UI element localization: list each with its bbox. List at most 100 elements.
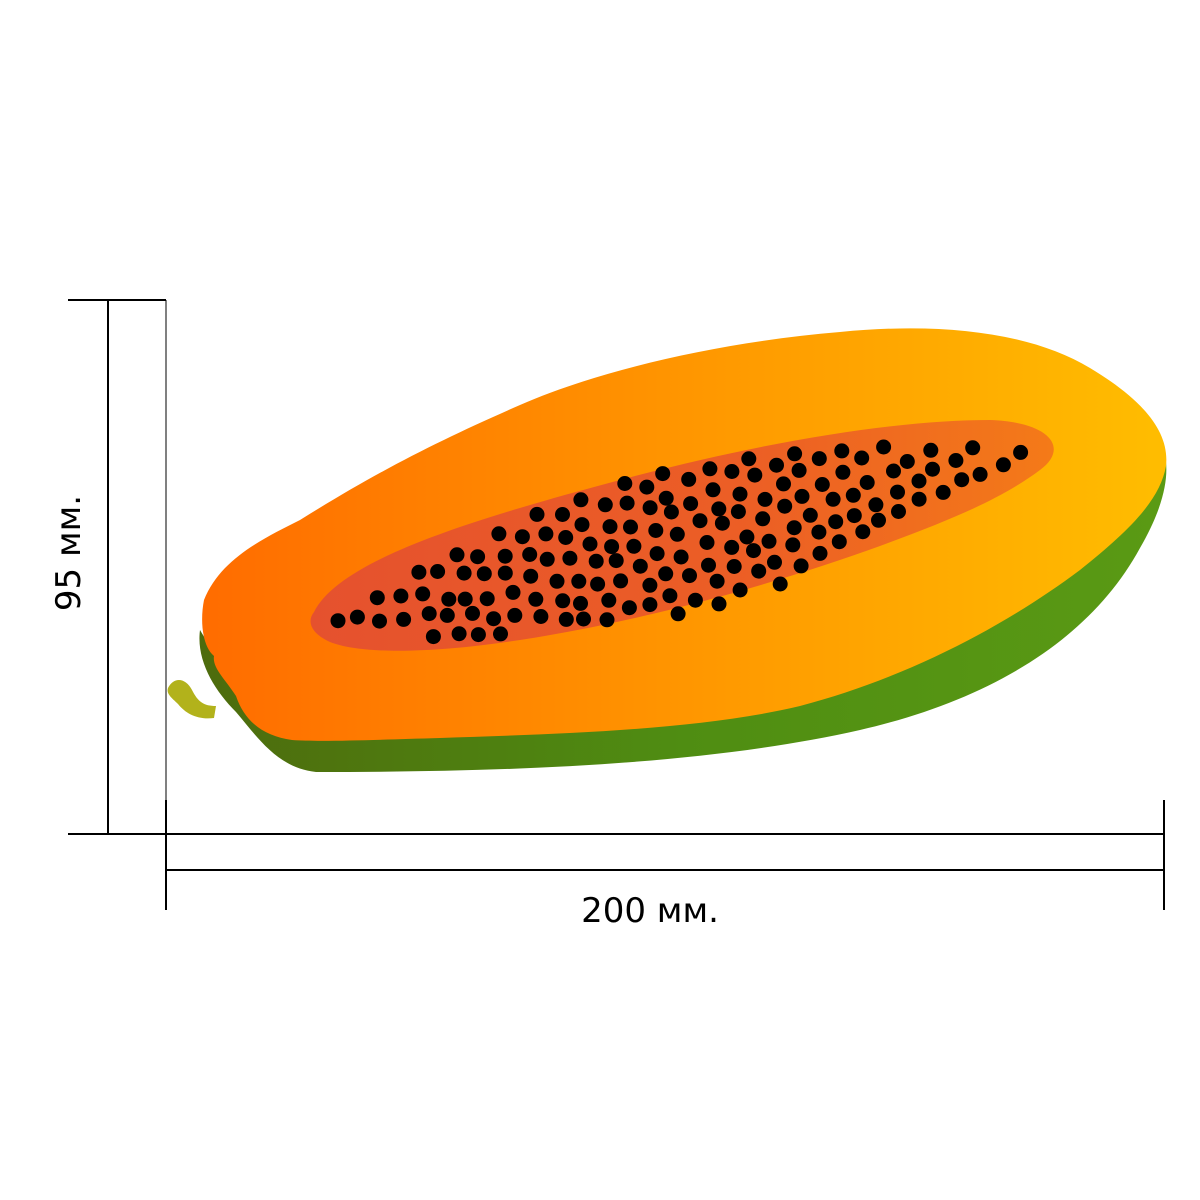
- seed: [886, 463, 901, 479]
- seed: [558, 611, 574, 627]
- seed: [617, 476, 633, 491]
- seed: [430, 564, 446, 579]
- seed: [751, 563, 767, 579]
- seed: [555, 593, 571, 609]
- seed: [769, 457, 784, 473]
- seed: [682, 568, 697, 584]
- seed: [465, 605, 480, 621]
- seed: [724, 464, 740, 479]
- seed: [825, 491, 841, 507]
- seed: [767, 554, 782, 570]
- seed: [701, 557, 716, 573]
- seed: [539, 551, 555, 567]
- seed: [497, 565, 513, 581]
- seed: [621, 600, 637, 616]
- papaya-skin: [199, 462, 1167, 772]
- seed: [814, 477, 830, 492]
- seed: [746, 543, 761, 559]
- seed: [802, 507, 818, 523]
- seed: [470, 549, 486, 565]
- seed: [421, 606, 437, 622]
- seed: [965, 440, 981, 456]
- seed: [470, 627, 486, 643]
- seed: [456, 565, 472, 581]
- width-dimension: [165, 800, 1165, 910]
- seed: [899, 454, 915, 469]
- seed: [425, 629, 441, 645]
- seed: [954, 472, 970, 488]
- seed: [741, 451, 757, 467]
- seed: [538, 526, 554, 542]
- seed: [590, 576, 606, 592]
- seed: [642, 597, 658, 613]
- seed: [702, 461, 718, 477]
- seed: [995, 457, 1011, 473]
- seed: [1013, 444, 1029, 460]
- seed: [835, 464, 851, 480]
- seed: [891, 504, 906, 519]
- seed: [562, 550, 578, 566]
- seed: [505, 584, 521, 600]
- seed: [597, 497, 613, 513]
- seed: [923, 442, 939, 458]
- seed: [911, 491, 927, 507]
- seed: [692, 513, 708, 529]
- width-label: 200 мм.: [581, 891, 719, 931]
- seed: [476, 566, 492, 582]
- seed: [619, 495, 635, 511]
- seed: [658, 490, 674, 506]
- seed: [415, 586, 431, 602]
- seed: [601, 592, 617, 608]
- seed: [608, 553, 624, 569]
- seed: [642, 500, 658, 516]
- seed: [602, 519, 618, 535]
- seed: [811, 524, 827, 540]
- seed: [441, 591, 457, 607]
- seed: [528, 591, 544, 607]
- stem: [167, 679, 216, 719]
- seed: [948, 453, 964, 468]
- seed: [757, 491, 773, 507]
- seed: [811, 451, 827, 467]
- seed: [411, 564, 427, 580]
- seed: [845, 487, 861, 503]
- seed: [812, 545, 828, 561]
- seed: [573, 595, 588, 611]
- seed: [491, 526, 507, 542]
- seed: [349, 609, 365, 625]
- seed: [529, 506, 545, 522]
- seed: [649, 546, 665, 562]
- seed: [558, 530, 574, 545]
- seed: [549, 573, 565, 589]
- seed: [732, 582, 748, 598]
- seed: [739, 529, 755, 545]
- height-dimension: [68, 299, 1164, 835]
- seed: [709, 573, 725, 589]
- seed: [369, 590, 385, 606]
- seed: [730, 504, 746, 520]
- seed: [623, 519, 638, 535]
- seed: [831, 534, 847, 550]
- seed: [639, 479, 655, 495]
- seed: [514, 529, 530, 545]
- seed: [786, 520, 802, 536]
- seed: [582, 536, 598, 552]
- seed: [772, 576, 788, 592]
- seed: [785, 537, 801, 553]
- seed: [632, 558, 648, 574]
- seed: [669, 526, 685, 542]
- seed: [687, 592, 703, 608]
- seed: [493, 626, 508, 642]
- seed: [486, 611, 502, 627]
- seed: [935, 484, 951, 500]
- seed: [724, 539, 740, 555]
- seed: [663, 504, 679, 520]
- seed: [439, 607, 455, 623]
- height-label: 95 мм.: [49, 495, 89, 611]
- seed: [911, 473, 927, 489]
- seed: [925, 461, 940, 477]
- seed: [854, 450, 870, 466]
- seed: [705, 482, 721, 498]
- seed: [507, 607, 523, 623]
- seed: [732, 486, 748, 502]
